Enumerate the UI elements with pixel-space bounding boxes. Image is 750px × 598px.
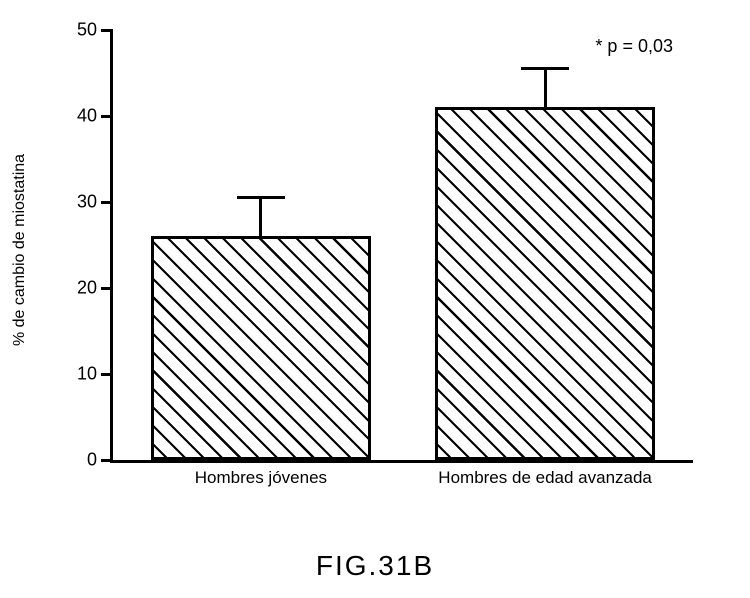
category-label: Hombres de edad avanzada [438,468,652,488]
bar [435,107,655,460]
y-tick [101,373,113,376]
y-axis-label: % de cambio de miostatina [11,154,29,346]
bar-hatch [151,236,371,460]
bar [151,236,371,460]
figure-label: FIG.31B [316,550,434,582]
y-tick [101,459,113,462]
category-label: Hombres jóvenes [195,468,327,488]
p-value-annotation: * p = 0,03 [595,36,673,57]
y-tick [101,201,113,204]
y-tick-label: 30 [77,192,97,213]
y-tick-label: 20 [77,278,97,299]
bar-hatch [435,107,655,460]
y-tick [101,287,113,290]
error-bar [544,69,547,108]
y-tick-label: 0 [87,450,97,471]
y-tick-label: 10 [77,364,97,385]
plot-area: * p = 0,03 01020304050Hombres jóvenesHom… [110,30,693,463]
error-cap [521,67,569,70]
error-bar [259,198,262,237]
error-cap [237,196,285,199]
bar-chart: % de cambio de miostatina * p = 0,03 010… [70,20,710,480]
y-tick-label: 40 [77,106,97,127]
y-tick [101,115,113,118]
y-tick-label: 50 [77,20,97,41]
y-tick [101,29,113,32]
